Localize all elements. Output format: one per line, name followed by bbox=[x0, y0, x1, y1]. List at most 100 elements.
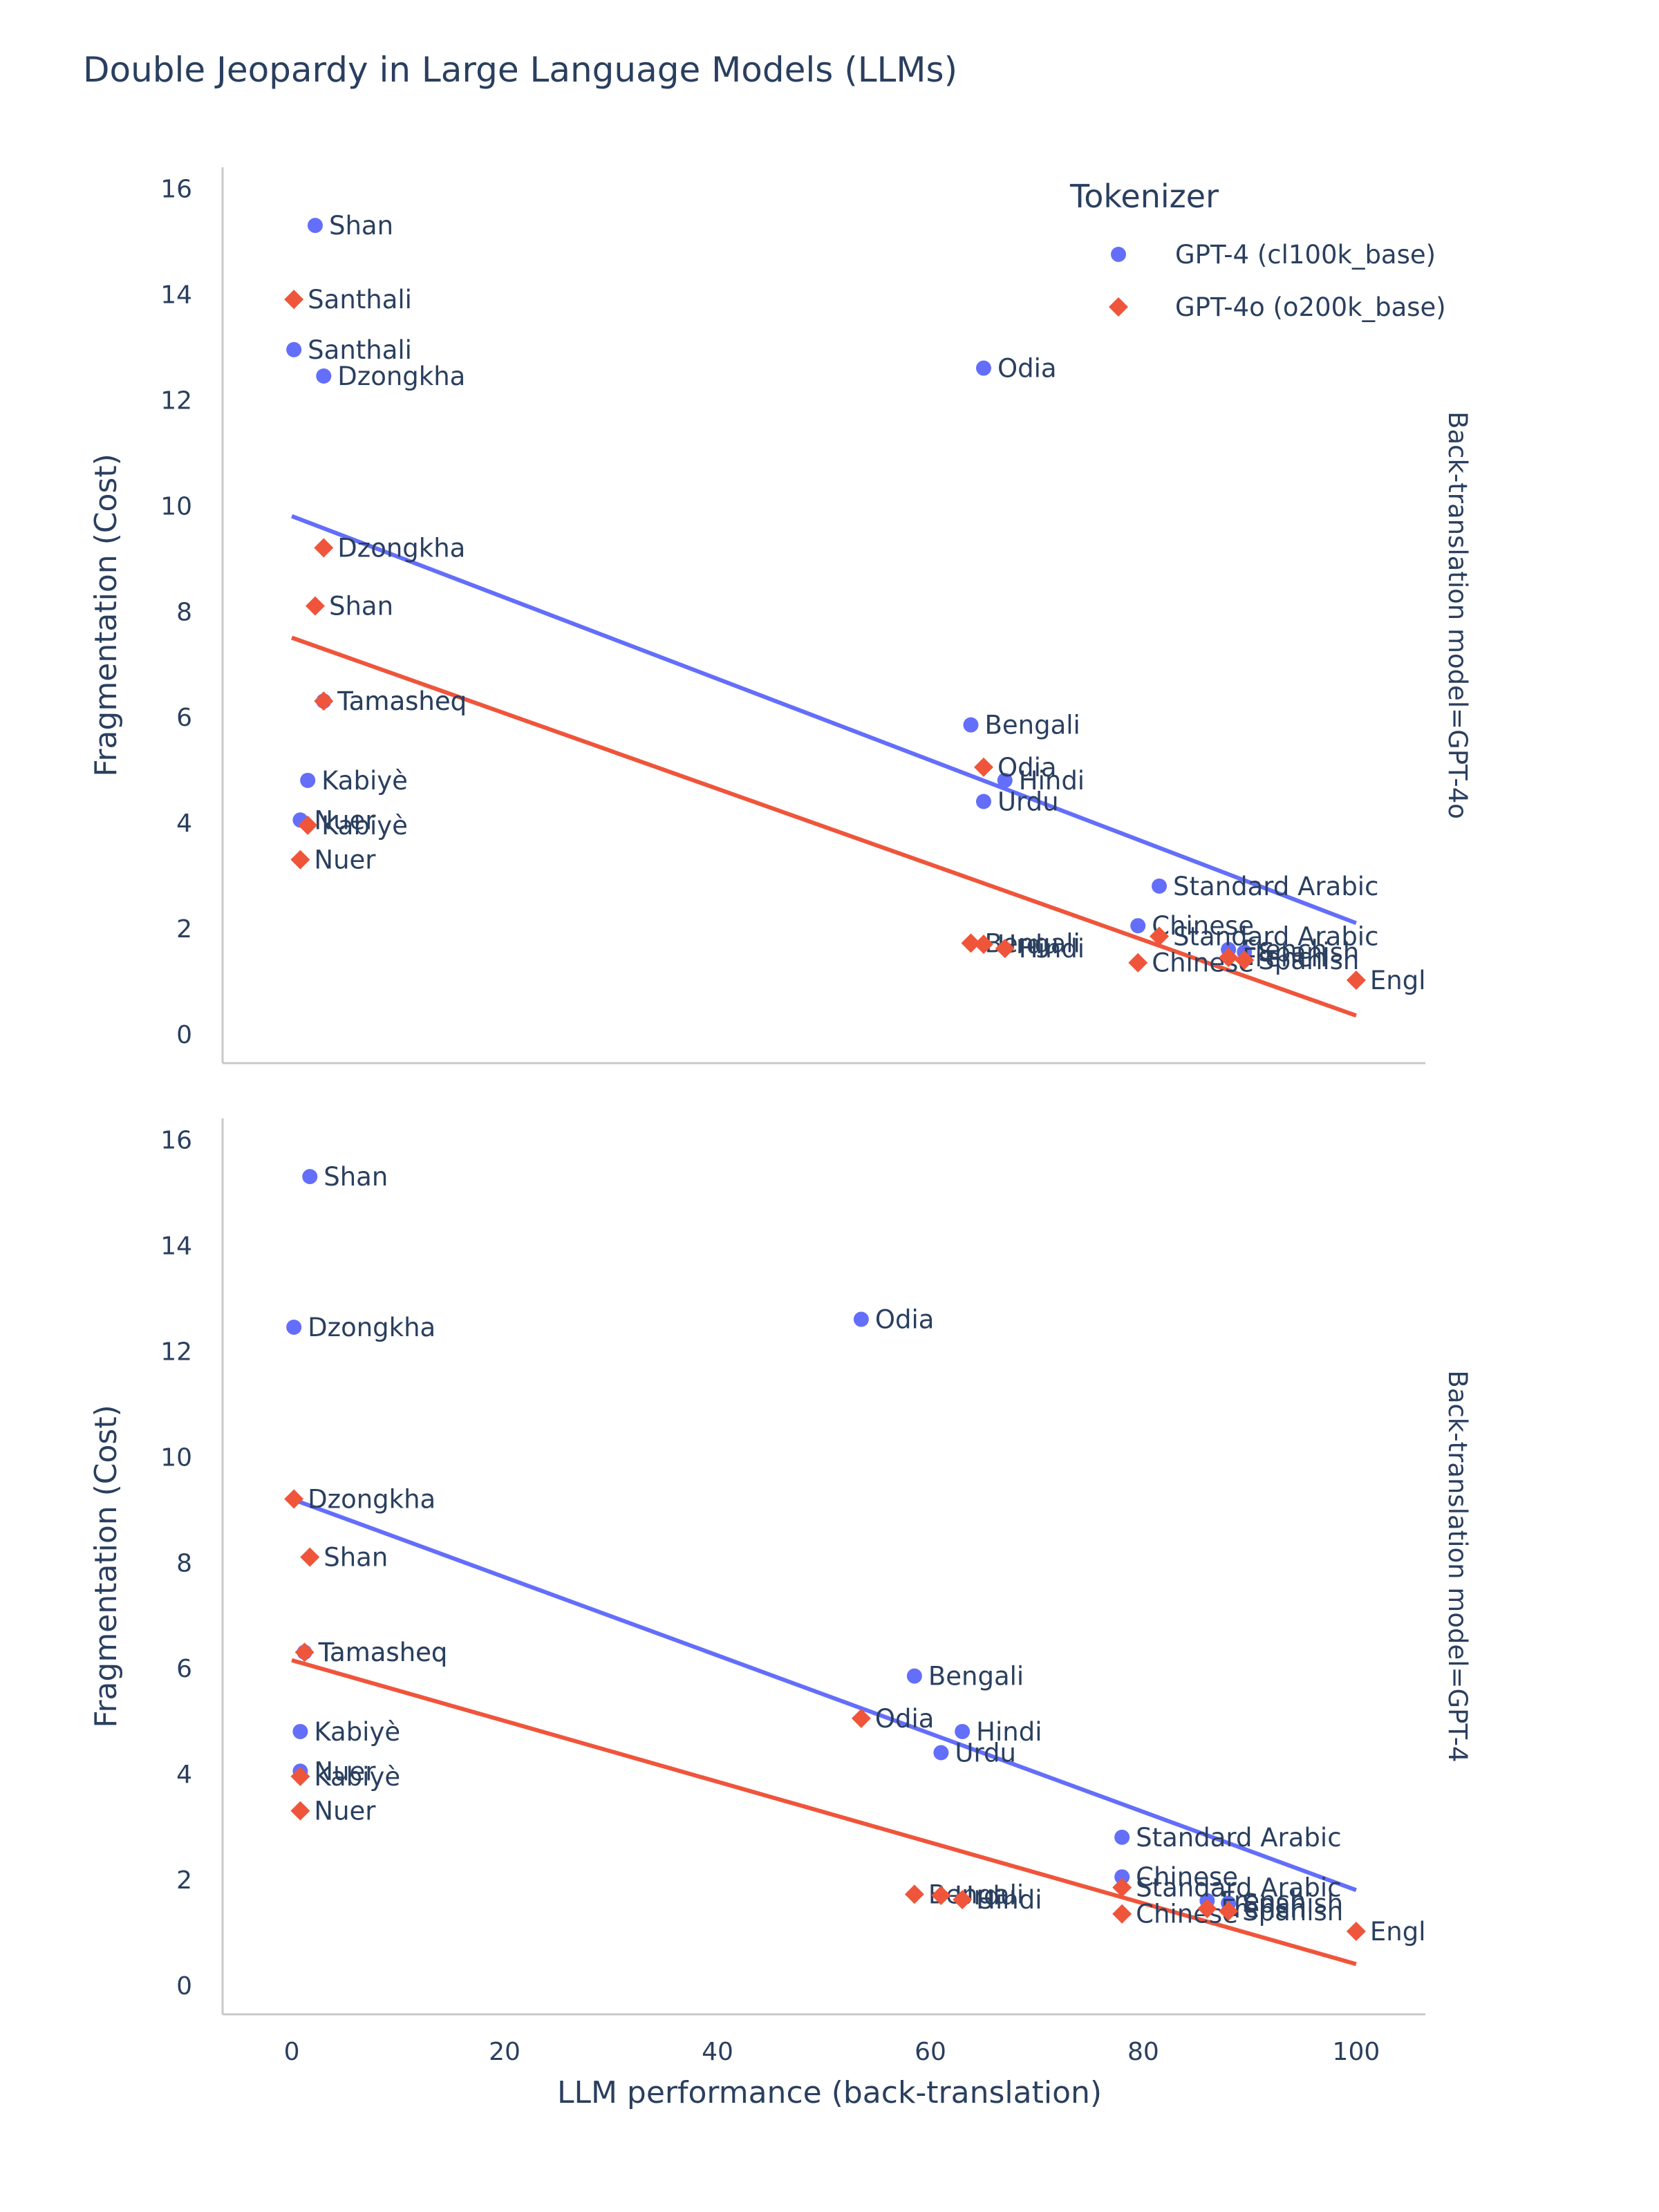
x-tick-label: 60 bbox=[915, 2038, 946, 2066]
y-axis-title: Fragmentation (Cost) bbox=[88, 453, 124, 777]
y-tick-label: 12 bbox=[160, 386, 192, 415]
point-label: Hindi bbox=[976, 1717, 1042, 1747]
y-axis-title: Fragmentation (Cost) bbox=[88, 1405, 124, 1728]
point-label: Tamasheq bbox=[318, 1638, 448, 1667]
point-label: Santhali bbox=[308, 285, 412, 315]
point-label: Tamasheq bbox=[337, 686, 467, 716]
point-label: Shan bbox=[324, 1162, 388, 1192]
point-label: Santhali bbox=[308, 335, 412, 365]
data-point bbox=[1114, 1829, 1130, 1845]
point-label: Spanish bbox=[1242, 1897, 1343, 1927]
data-point bbox=[286, 341, 302, 357]
y-tick-label: 8 bbox=[176, 1549, 192, 1577]
point-label: Odia bbox=[997, 753, 1057, 782]
data-point bbox=[1128, 953, 1148, 973]
y-tick-label: 10 bbox=[160, 492, 192, 521]
x-tick-label: 100 bbox=[1333, 2038, 1380, 2066]
point-label: Urdu bbox=[955, 1738, 1016, 1768]
point-label: Nuer bbox=[314, 805, 376, 835]
point-label: Dzongkha bbox=[308, 1485, 435, 1515]
legend: Tokenizer GPT-4 (cl100k_base) GPT-4o (o200… bbox=[1069, 178, 1446, 322]
point-label: Hindi bbox=[1019, 934, 1085, 964]
y-tick-label: 0 bbox=[176, 1972, 192, 2000]
trendline-gpt4o bbox=[291, 635, 1357, 1018]
facet-label: Back-translation model=GPT-4 bbox=[1443, 1370, 1472, 1762]
point-label: Odia bbox=[875, 1305, 935, 1335]
y-tick-label: 14 bbox=[160, 1232, 192, 1261]
point-label: Chinese bbox=[1152, 948, 1254, 978]
y-tick-label: 6 bbox=[176, 1655, 192, 1683]
point-label: Chinese bbox=[1136, 1862, 1238, 1892]
point-label: Nuer bbox=[314, 1756, 376, 1786]
y-tick-label: 2 bbox=[176, 915, 192, 944]
legend-item-label: GPT-4o (o200k_base) bbox=[1175, 292, 1446, 322]
data-point bbox=[973, 934, 993, 954]
point-label: Kabiyè bbox=[321, 811, 408, 841]
data-point bbox=[1150, 926, 1170, 946]
data-point bbox=[933, 1745, 949, 1761]
data-point bbox=[975, 794, 991, 809]
data-point bbox=[904, 1884, 924, 1904]
point-label: Standard Arabic bbox=[1136, 1823, 1341, 1853]
trendline-gpt4 bbox=[291, 514, 1357, 926]
y-tick-label: 10 bbox=[160, 1443, 192, 1472]
point-label: Spanish bbox=[1258, 937, 1359, 967]
data-point bbox=[1219, 948, 1239, 968]
x-axis-title: LLM performance (back-translation) bbox=[557, 2075, 1102, 2110]
data-point bbox=[284, 1489, 304, 1509]
data-point bbox=[300, 772, 316, 788]
point-label: Kabiyè bbox=[314, 1762, 400, 1792]
data-point bbox=[314, 691, 334, 711]
point-label: French bbox=[1242, 943, 1327, 973]
point-label: Engl bbox=[1370, 1917, 1426, 1947]
point-label: Standard Arabic bbox=[1173, 872, 1378, 901]
point-label: Dzongkha bbox=[308, 1313, 435, 1342]
data-point bbox=[955, 1723, 971, 1739]
data-point bbox=[1235, 950, 1255, 970]
facet-panel-1: 0 2 4 6 8 10 12 14 16 Fragmentation (Cost) Back-tr… bbox=[88, 167, 1472, 1065]
data-point bbox=[961, 933, 981, 953]
point-label: Tamasheq bbox=[318, 1638, 448, 1667]
data-point bbox=[290, 1801, 310, 1821]
data-point bbox=[307, 218, 323, 234]
point-label: Hindi bbox=[976, 1885, 1042, 1915]
point-label: Bengali bbox=[928, 1662, 1024, 1691]
point-label: Engl bbox=[1370, 966, 1426, 995]
x-tick-label: 0 bbox=[284, 2038, 300, 2066]
point-label: Urdu bbox=[997, 787, 1059, 817]
data-point bbox=[298, 815, 318, 835]
x-tick-label: 20 bbox=[489, 2038, 521, 2066]
legend-title: Tokenizer bbox=[1069, 178, 1219, 215]
data-point bbox=[292, 1723, 308, 1739]
data-point bbox=[853, 1311, 869, 1327]
data-point bbox=[973, 757, 993, 777]
y-tick-label: 6 bbox=[176, 704, 192, 732]
y-tick-label: 2 bbox=[176, 1866, 192, 1895]
data-point bbox=[316, 368, 332, 384]
point-label: Dzongkha bbox=[337, 534, 465, 563]
point-label: Dzongkha bbox=[337, 362, 465, 391]
data-point bbox=[1197, 1899, 1217, 1919]
data-point bbox=[851, 1708, 871, 1728]
data-point bbox=[975, 360, 991, 376]
data-point bbox=[931, 1885, 951, 1905]
point-label: Spanish bbox=[1242, 1888, 1343, 1918]
point-label: Standard Arabic bbox=[1136, 1873, 1341, 1902]
data-point bbox=[290, 1766, 310, 1786]
point-label: Nuer bbox=[314, 845, 376, 875]
data-point bbox=[906, 1668, 922, 1684]
point-label: Kabiyè bbox=[321, 766, 408, 796]
point-label: French bbox=[1242, 935, 1327, 965]
point-label: Bengali bbox=[984, 711, 1080, 740]
legend-marker bbox=[1109, 297, 1128, 317]
y-tick-label: 16 bbox=[160, 1127, 192, 1155]
point-label: Spanish bbox=[1258, 946, 1359, 975]
facets-container: 0 2 4 6 8 10 12 14 16 Fragmentation (Cost) Back-tr… bbox=[88, 167, 1472, 2066]
point-label: Kabiyè bbox=[314, 1717, 400, 1747]
x-tick-label: 80 bbox=[1127, 2038, 1159, 2066]
y-tick-label: 16 bbox=[160, 176, 192, 204]
data-point bbox=[302, 1169, 318, 1185]
data-point bbox=[1219, 1901, 1239, 1921]
